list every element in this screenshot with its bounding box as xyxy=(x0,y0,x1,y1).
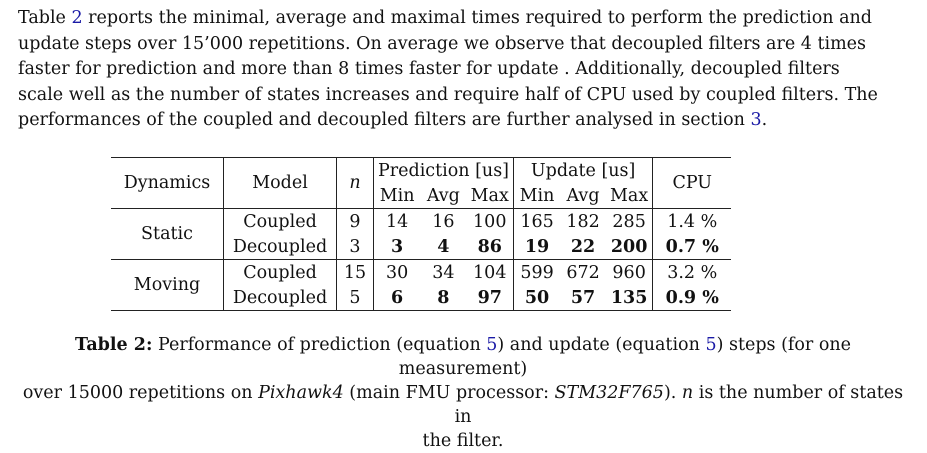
header-update: Update [us] xyxy=(513,157,654,183)
model-cell: Coupled xyxy=(223,208,337,234)
paragraph-line: scale well as the number of states incre… xyxy=(18,84,878,105)
value-cell: 22 xyxy=(570,236,596,257)
header-dynamics: Dynamics xyxy=(111,157,224,209)
pixhawk-term: Pixhawk4 xyxy=(258,383,344,403)
value-cell: 182 xyxy=(566,211,600,232)
body-paragraph: Table 2 reports the minimal, average and… xyxy=(18,6,910,134)
value-cell: 6 xyxy=(391,287,404,308)
dynamics-cell: Moving xyxy=(111,259,224,311)
header-n: n xyxy=(336,157,374,209)
n-cell: 3 xyxy=(336,234,374,260)
caption-label: Table 2: xyxy=(74,335,153,355)
value-cell: 34 xyxy=(432,262,455,283)
header-upd-avg: Avg xyxy=(566,185,600,206)
paragraph-line: Table 2 reports the minimal, average and… xyxy=(18,6,910,32)
text: the filter. xyxy=(422,431,504,451)
results-table: Dynamics Model n Prediction [us] Update … xyxy=(111,157,732,311)
value-cell: 100 xyxy=(466,208,515,234)
header-model: Model xyxy=(223,157,337,209)
value-cell: 50 xyxy=(524,287,550,308)
header-upd-max: Max xyxy=(606,183,654,209)
cpu-cell: 1.4 % xyxy=(667,211,718,232)
n-cell: 15 xyxy=(336,259,374,285)
header-cpu: CPU xyxy=(672,173,713,193)
section-ref-link[interactable]: 3 xyxy=(750,110,762,131)
text: performances of the coupled and decouple… xyxy=(18,110,751,131)
table-caption: Table 2: Performance of prediction (equa… xyxy=(22,333,904,453)
value-cell: 19 xyxy=(524,236,550,257)
value-cell: 97 xyxy=(466,285,515,311)
equation-ref-link[interactable]: 5 xyxy=(486,335,498,355)
value-cell: 960 xyxy=(606,259,654,285)
paragraph-line: update steps over 15’000 repetitions. On… xyxy=(18,33,867,54)
value-cell: 599 xyxy=(520,262,554,283)
value-cell: 86 xyxy=(466,234,515,260)
value-cell: 16 xyxy=(432,211,455,232)
text: ) steps (for one measurement) xyxy=(398,335,852,379)
dynamics-cell: Static xyxy=(111,208,224,260)
text: ) and update (equation xyxy=(497,335,706,355)
table-ref-link[interactable]: 2 xyxy=(71,8,83,28)
text: . xyxy=(761,110,768,131)
paragraph-line: faster for prediction and more than 8 ti… xyxy=(18,59,840,80)
cpu-cell: 0.7 % xyxy=(665,236,719,257)
table-row: Decoupled 3 3 4 86 19 22 200 0.7 % xyxy=(111,234,732,260)
value-cell: 135 xyxy=(606,285,654,311)
text: ). xyxy=(663,383,682,403)
value-cell: 57 xyxy=(570,287,596,308)
header-row: Dynamics Model n Prediction [us] Update … xyxy=(111,157,732,209)
n-symbol: n xyxy=(681,383,694,403)
value-cell: 3 xyxy=(391,236,404,257)
text: Performance of prediction (equation xyxy=(152,335,487,355)
header-pred-min: Min xyxy=(379,185,415,206)
text: Table xyxy=(18,8,72,28)
processor-term: STM32F765 xyxy=(554,383,664,403)
table-row: Static Coupled 9 14 16 100 165 182 285 1… xyxy=(111,208,732,260)
value-cell: 672 xyxy=(566,262,600,283)
model-cell: Decoupled xyxy=(223,234,337,260)
n-cell: 9 xyxy=(336,208,374,234)
cpu-cell: 0.9 % xyxy=(665,287,719,308)
subheader-row: Min Avg Max Min Avg Max xyxy=(111,183,731,209)
value-cell: 30 xyxy=(385,262,409,283)
model-cell: Coupled xyxy=(223,259,337,285)
model-cell: Decoupled xyxy=(223,285,337,311)
value-cell: 4 xyxy=(437,236,450,257)
value-cell: 14 xyxy=(385,211,409,232)
cpu-cell: 3.2 % xyxy=(667,262,718,283)
header-pred-max: Max xyxy=(466,183,515,209)
equation-ref-link[interactable]: 5 xyxy=(705,335,717,355)
paragraph-line: performances of the coupled and decouple… xyxy=(18,108,910,134)
text: over 15000 repetitions on xyxy=(22,383,259,403)
header-upd-min: Min xyxy=(519,185,555,206)
n-cell: 5 xyxy=(336,285,374,311)
header-prediction: Prediction [us] xyxy=(373,157,515,183)
header-pred-avg: Avg xyxy=(426,185,460,206)
table-row: Moving Coupled 15 30 34 104 599 672 960 … xyxy=(111,259,731,311)
table-row: Decoupled 5 6 8 97 50 57 135 0.9 % xyxy=(111,285,732,311)
text: reports the minimal, average and maximal… xyxy=(82,8,872,28)
value-cell: 165 xyxy=(520,211,554,232)
value-cell: 8 xyxy=(437,287,450,308)
value-cell: 285 xyxy=(606,208,654,234)
value-cell: 200 xyxy=(606,234,654,260)
text: (main FMU processor: xyxy=(343,383,555,403)
value-cell: 104 xyxy=(466,259,515,285)
